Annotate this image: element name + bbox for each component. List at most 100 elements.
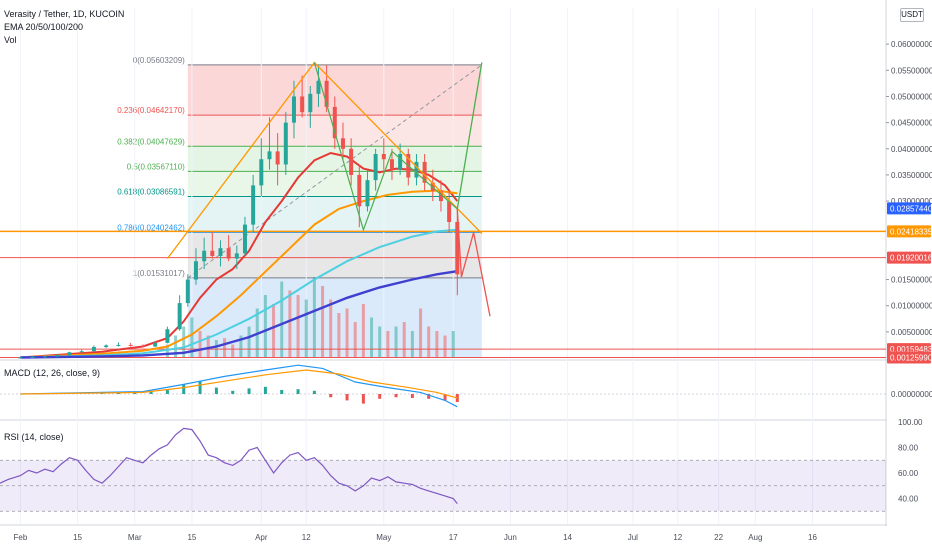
rsi-line (0, 427, 458, 504)
candle-body (447, 201, 452, 222)
volume-bar (345, 308, 349, 358)
volume-bar (337, 313, 341, 358)
candle-body (234, 253, 239, 259)
fib-zone (187, 146, 482, 172)
time-axis-label: Feb (14, 533, 28, 542)
candle-body (422, 161, 427, 183)
volume-bar (386, 331, 390, 358)
macd-histogram-bar (312, 390, 316, 394)
price-tag-label: 0.02418335 (890, 227, 932, 236)
candle-body (455, 222, 460, 275)
price-axis-label: 0.06000000 (891, 40, 932, 49)
price-tag (887, 202, 931, 215)
macd-histogram-bar (410, 394, 414, 398)
drawings[interactable] (166, 61, 491, 317)
rsi-axis-label: 80.00 (898, 444, 919, 453)
candle-body (193, 261, 198, 280)
candle-body (177, 303, 182, 330)
candle-body (55, 354, 60, 357)
time-axis-label: Aug (748, 533, 762, 542)
candle-body (104, 345, 109, 348)
volume-bar (419, 308, 423, 358)
volume-bar (394, 326, 398, 358)
fib-level-label: 0.236(0.04642170) (117, 106, 185, 115)
macd-histogram-bar (345, 394, 349, 401)
price-axis-label: 0.04000000 (891, 145, 932, 154)
candle-body (389, 159, 394, 170)
fib-level-label: 0.618(0.03086591) (117, 188, 185, 197)
fib-level-label: 0.786(0.02402462) (117, 223, 185, 232)
price-tag (887, 225, 931, 238)
volume-bar (378, 326, 382, 358)
volume-legend[interactable]: Vol (4, 35, 17, 45)
macd-signal-line (20, 369, 458, 399)
time-axis[interactable]: Feb 15 Mar 15 Apr 12 May 17 Jun 14 Jul 12 22 Aug 16 (14, 533, 818, 542)
candle-body (438, 190, 443, 202)
macd-histogram-bar (443, 394, 447, 401)
symbol-title: Verasity / Tether, 1D, KUCOIN (4, 9, 125, 19)
candle-body (381, 154, 386, 160)
candle-body (316, 80, 321, 94)
time-axis-label: Mar (128, 533, 142, 542)
time-axis-label: 12 (673, 533, 682, 542)
volume-bar (223, 338, 227, 358)
ema-legend[interactable]: EMA 20/50/100/200 (4, 22, 84, 32)
price-axis[interactable]: 0.06000000 0.05500000 0.05000000 0.04500000… (886, 0, 932, 526)
volume-bar (288, 290, 292, 358)
ema-line (20, 189, 458, 359)
fib-zone (187, 232, 482, 278)
price-axis-label: 0.01000000 (891, 302, 932, 311)
candle-body (165, 329, 170, 343)
macd-histogram-bar (263, 386, 267, 394)
rsi-axis-label: 60.00 (898, 469, 919, 478)
volume-bar (206, 335, 210, 358)
volume-bar (402, 322, 406, 358)
candle-body (242, 224, 247, 254)
fib-level-label: 0.5(0.03567110) (127, 162, 185, 171)
macd-histogram-bar (198, 381, 202, 394)
volume-bar (353, 322, 357, 358)
rsi-legend[interactable]: RSI (14, close) (4, 432, 64, 442)
time-axis-label: 17 (449, 533, 458, 542)
price-tag-label: 0.02857440 (890, 204, 932, 213)
candle-body (116, 344, 121, 346)
volume-bar (174, 335, 178, 358)
fib-level-label: 0.382(0.04047629) (117, 137, 185, 146)
macd-histogram-bar (231, 390, 235, 394)
rsi-pane (0, 427, 886, 512)
time-axis-label: Apr (255, 533, 268, 542)
volume-bar (263, 295, 267, 358)
macd-legend[interactable]: MACD (12, 26, close, 9) (4, 368, 101, 378)
candle-body (291, 96, 296, 123)
candle-body (365, 180, 370, 207)
macd-histogram-bar (214, 387, 218, 394)
ema-lines (20, 151, 459, 359)
wedge-pattern-line (313, 62, 458, 232)
candle-body (283, 122, 288, 165)
candle-body (18, 357, 23, 359)
macd-histogram-bar (133, 392, 137, 394)
grid (0, 0, 932, 526)
macd-histogram-bar (280, 390, 284, 394)
price-tag-label: 0.00125990 (890, 353, 932, 362)
macd-histogram-bar (361, 394, 365, 404)
macd-histogram-bar (427, 394, 431, 399)
volume-bar (435, 331, 439, 358)
fibonacci-retracement[interactable]: 0(0.05603209) 0.236(0.04642170) 0.382(0.04… (117, 56, 483, 358)
volume-bar (165, 344, 169, 358)
time-axis-label: 12 (302, 533, 311, 542)
candle-body (308, 93, 313, 113)
volume-bar (231, 344, 235, 358)
volume-bar (239, 335, 243, 358)
candle-body (153, 342, 158, 347)
volume-bar (410, 331, 414, 358)
fib-level-label: 0(0.05603209) (133, 56, 185, 65)
ema-line (20, 228, 458, 359)
candle-body (202, 250, 207, 262)
rsi-axis-label: 100.00 (898, 418, 923, 427)
time-axis-label: 15 (73, 533, 82, 542)
currency-button[interactable]: USDT (900, 8, 924, 22)
bullish-projection-arrow (456, 62, 483, 210)
price-axis-label: 0.00500000 (891, 328, 932, 337)
